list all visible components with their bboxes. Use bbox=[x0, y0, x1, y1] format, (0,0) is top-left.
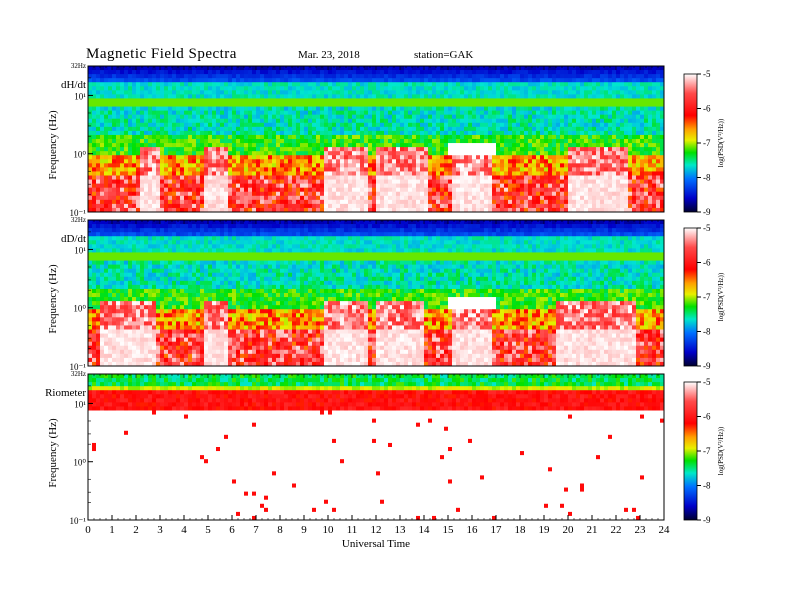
y-tick-label-1-2: 10⁰ bbox=[73, 304, 86, 314]
x-tick-label-0: 0 bbox=[85, 524, 91, 536]
colorbar-label-0: log(PSD(V²/Hz)) bbox=[717, 118, 725, 167]
x-tick-label-20: 20 bbox=[563, 524, 575, 536]
colorbar-tick-0-0: -5 bbox=[703, 69, 711, 79]
colorbar-tick-0-1: -6 bbox=[703, 104, 711, 114]
x-tick-label-22: 22 bbox=[611, 524, 622, 536]
y-tick-label-0-1: 10¹ bbox=[74, 91, 86, 101]
x-tick-label-21: 21 bbox=[587, 524, 598, 536]
colorbar-tick-2-1: -6 bbox=[703, 412, 711, 422]
x-tick-label-3: 3 bbox=[157, 524, 163, 536]
panel-label-0: dH/dt bbox=[61, 79, 86, 91]
y-axis-label-2: Frequency (Hz) bbox=[47, 418, 59, 488]
colorbar-tick-2-0: -5 bbox=[703, 377, 711, 387]
x-tick-label-13: 13 bbox=[395, 524, 407, 536]
panel-label-2: Riometer bbox=[45, 387, 86, 399]
x-tick-label-6: 6 bbox=[229, 524, 235, 536]
y-tick-label-0-3: 10⁻¹ bbox=[70, 208, 87, 218]
date-label: Mar. 23, 2018 bbox=[298, 49, 360, 61]
colorbar-tick-0-3: -8 bbox=[703, 173, 711, 183]
colorbar-tick-0-2: -7 bbox=[703, 138, 711, 148]
x-tick-label-8: 8 bbox=[277, 524, 283, 536]
x-tick-label-5: 5 bbox=[205, 524, 211, 536]
x-tick-label-11: 11 bbox=[347, 524, 358, 536]
x-tick-label-24: 24 bbox=[659, 524, 671, 536]
y-tick-label-1-0: 32Hz bbox=[71, 216, 86, 224]
x-tick-label-19: 19 bbox=[539, 524, 551, 536]
y-tick-label-1-1: 10¹ bbox=[74, 245, 86, 255]
y-axis-label-0: Frequency (Hz) bbox=[47, 110, 59, 180]
x-tick-label-1: 1 bbox=[109, 524, 115, 536]
y-tick-label-2-3: 10⁻¹ bbox=[70, 516, 87, 526]
colorbar-label-1: log(PSD(V²/Hz)) bbox=[717, 272, 725, 321]
panel-0: 32Hz 10¹ 10⁰ 10⁻¹ dH/dt Frequency (Hz) -5 -6 -7 -… bbox=[47, 62, 725, 218]
colorbar-tick-1-3: -8 bbox=[703, 327, 711, 337]
x-tick-label-10: 10 bbox=[323, 524, 335, 536]
x-tick-label-9: 9 bbox=[301, 524, 307, 536]
colorbar-0 bbox=[683, 73, 698, 213]
colorbar-2 bbox=[683, 381, 698, 521]
x-tick-label-17: 17 bbox=[491, 524, 503, 536]
colorbar-tick-2-2: -7 bbox=[703, 446, 711, 456]
x-tick-label-7: 7 bbox=[253, 524, 259, 536]
x-axis-label: Universal Time bbox=[342, 538, 410, 550]
x-tick-label-12: 12 bbox=[371, 524, 382, 536]
colorbar-tick-1-0: -5 bbox=[703, 223, 711, 233]
x-tick-label-18: 18 bbox=[515, 524, 527, 536]
spectrogram-2 bbox=[88, 374, 665, 521]
y-tick-label-2-2: 10⁰ bbox=[73, 458, 86, 468]
colorbar-tick-1-2: -7 bbox=[703, 292, 711, 302]
colorbar-tick-1-4: -9 bbox=[703, 361, 711, 371]
y-tick-label-2-1: 10¹ bbox=[74, 399, 86, 409]
colorbar-tick-2-4: -9 bbox=[703, 515, 711, 525]
x-tick-label-16: 16 bbox=[467, 524, 479, 536]
y-tick-label-1-3: 10⁻¹ bbox=[70, 362, 87, 372]
colorbar-1 bbox=[683, 227, 698, 367]
y-tick-label-0-0: 32Hz bbox=[71, 62, 86, 70]
x-tick-label-2: 2 bbox=[133, 524, 139, 536]
colorbar-tick-1-1: -6 bbox=[703, 258, 711, 268]
x-tick-label-14: 14 bbox=[419, 524, 431, 536]
panel-label-1: dD/dt bbox=[61, 233, 86, 245]
x-tick-label-4: 4 bbox=[181, 524, 187, 536]
colorbar-tick-2-3: -8 bbox=[703, 481, 711, 491]
spectrogram-1 bbox=[88, 220, 665, 367]
colorbar-tick-0-4: -9 bbox=[703, 207, 711, 217]
x-tick-label-23: 23 bbox=[635, 524, 647, 536]
panel-2: 32Hz 10¹ 10⁰ 10⁻¹ Riometer Frequency (Hz) -5 -6… bbox=[45, 370, 725, 526]
y-axis-label-1: Frequency (Hz) bbox=[47, 264, 59, 334]
panel-1: 32Hz 10¹ 10⁰ 10⁻¹ dD/dt Frequency (Hz) -5 -6 -7 -… bbox=[47, 216, 725, 372]
station-label: station=GAK bbox=[414, 49, 474, 61]
colorbar-label-2: log(PSD(V²/Hz)) bbox=[717, 426, 725, 475]
y-tick-label-2-0: 32Hz bbox=[71, 370, 86, 378]
chart-title: Magnetic Field Spectra bbox=[86, 46, 237, 62]
spectrogram-0 bbox=[88, 66, 665, 213]
x-tick-label-15: 15 bbox=[443, 524, 455, 536]
y-tick-label-0-2: 10⁰ bbox=[73, 150, 86, 160]
